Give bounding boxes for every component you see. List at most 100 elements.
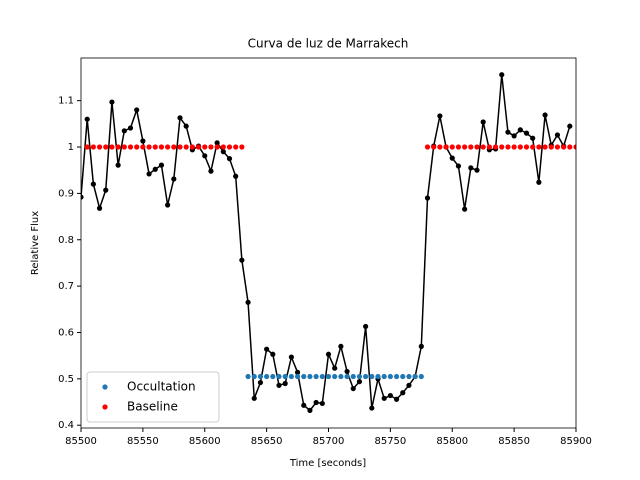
y-tick-label: 0.6: [58, 327, 74, 338]
data-point: [276, 373, 282, 380]
x-tick-label: 85700: [313, 436, 345, 447]
data-point: [239, 257, 245, 263]
data-point: [511, 144, 517, 150]
data-point: [165, 144, 171, 150]
data-point: [294, 373, 301, 380]
data-point: [449, 144, 455, 150]
data-point: [499, 72, 505, 78]
data-point: [140, 138, 146, 144]
x-axis-label: Time [seconds]: [289, 458, 366, 469]
y-tick-label: 1.1: [58, 96, 74, 107]
data-point: [307, 373, 313, 380]
legend-label: Occultation: [127, 380, 196, 394]
data-point: [356, 379, 363, 385]
data-point: [202, 144, 208, 150]
legend-marker: [102, 384, 108, 390]
data-point: [350, 373, 356, 380]
data-point: [412, 373, 418, 380]
data-point: [468, 165, 474, 171]
data-point: [554, 132, 561, 138]
x-tick-label: 85650: [251, 436, 283, 447]
data-point: [257, 373, 264, 380]
data-point: [517, 144, 523, 150]
y-tick-label: 0.5: [58, 374, 74, 385]
legend-marker: [102, 404, 108, 410]
data-point: [220, 144, 226, 150]
data-point: [96, 205, 103, 211]
data-point: [307, 407, 313, 413]
data-point: [245, 299, 251, 305]
data-point: [325, 351, 332, 357]
data-point: [561, 144, 567, 150]
data-point: [462, 206, 468, 212]
data-point: [171, 144, 177, 150]
data-point: [134, 144, 140, 150]
data-point: [276, 382, 282, 388]
y-tick-label: 0.9: [58, 188, 74, 199]
data-point: [480, 119, 486, 125]
data-point: [344, 368, 350, 375]
data-point: [214, 140, 220, 146]
data-point: [567, 144, 573, 150]
data-point: [158, 162, 165, 168]
data-point: [220, 149, 226, 155]
data-point: [474, 167, 480, 173]
data-point: [338, 343, 344, 349]
data-point: [536, 144, 542, 150]
data-point: [158, 144, 165, 150]
data-point: [338, 373, 344, 380]
data-point: [288, 373, 294, 380]
x-tick-label: 85850: [498, 436, 530, 447]
data-point: [387, 392, 393, 399]
data-point: [505, 144, 511, 150]
data-point: [350, 385, 356, 392]
data-point: [375, 373, 381, 380]
data-point: [332, 365, 338, 371]
data-point: [319, 400, 325, 407]
data-point: [536, 179, 542, 185]
y-tick-label: 0.8: [58, 235, 74, 246]
data-point: [567, 123, 573, 129]
data-point: [226, 156, 233, 162]
data-point: [369, 405, 375, 411]
data-point: [418, 373, 424, 380]
data-point: [165, 202, 171, 208]
data-point: [109, 99, 115, 105]
data-point: [183, 144, 189, 150]
data-point: [208, 144, 214, 150]
data-point: [344, 373, 350, 380]
data-point: [288, 354, 294, 360]
data-point: [251, 373, 257, 380]
data-point: [177, 115, 183, 121]
data-point: [449, 155, 455, 161]
data-point: [387, 373, 393, 380]
x-tick-label: 85550: [127, 436, 159, 447]
data-point: [437, 144, 443, 150]
data-point: [233, 144, 239, 150]
data-point: [400, 390, 406, 396]
data-point: [542, 112, 548, 118]
data-point: [332, 373, 338, 380]
data-point: [363, 323, 369, 330]
plot-area: [81, 72, 576, 413]
data-point: [294, 369, 301, 375]
data-point: [90, 181, 96, 187]
data-point: [523, 144, 530, 150]
data-point: [406, 373, 412, 380]
data-point: [226, 144, 233, 150]
data-point: [140, 144, 146, 150]
data-point: [127, 125, 134, 131]
data-point: [381, 395, 387, 401]
data-point: [282, 373, 288, 380]
data-point: [554, 144, 561, 150]
data-point: [406, 382, 412, 388]
data-point: [381, 373, 387, 380]
data-point: [134, 107, 140, 113]
chart-title: Curva de luz de Marrakech: [248, 37, 409, 51]
data-point: [548, 144, 554, 150]
data-point: [214, 144, 220, 150]
data-point: [177, 144, 183, 150]
y-axis-label: Relative Flux: [30, 211, 41, 275]
data-point: [424, 195, 431, 201]
